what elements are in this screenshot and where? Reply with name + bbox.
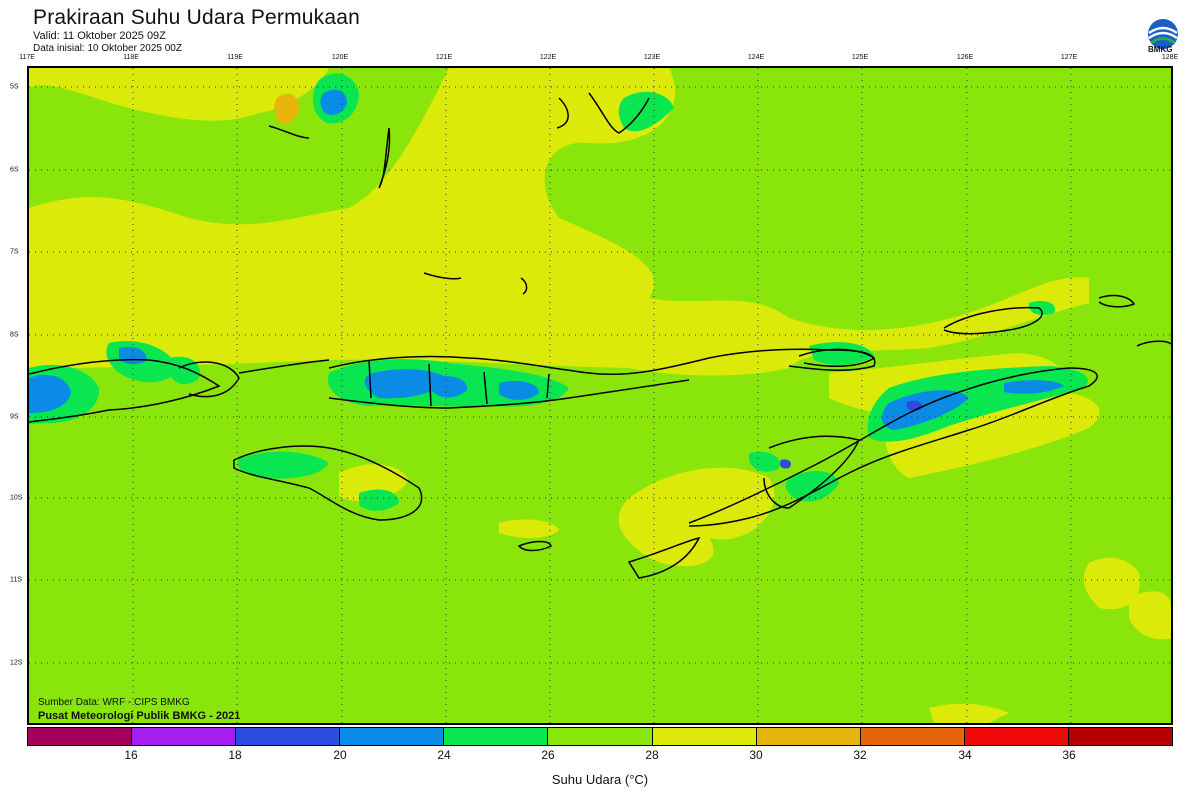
lat-label: 6S [10, 166, 19, 174]
colorbar-tick-label: 26 [541, 748, 555, 762]
lon-label: 121E [435, 54, 453, 61]
colorbar-segment [964, 728, 1069, 745]
data-source-credit: Sumber Data: WRF - CIPS BMKG [38, 697, 190, 708]
lon-label: 124E [747, 54, 765, 61]
valid-time: Valid: 11 Oktober 2025 09Z [33, 30, 166, 42]
lon-label: 119E [227, 54, 243, 61]
colorbar-segment [652, 728, 757, 745]
lat-label: 11S [10, 576, 22, 584]
colorbar-segment [236, 728, 341, 745]
lat-label: 7S [10, 248, 19, 256]
colorbar-tick-label: 32 [853, 748, 867, 762]
temperature-map[interactable] [27, 66, 1173, 725]
colorbar-tick-label: 18 [228, 748, 242, 762]
init-time: Data inisial: 10 Oktober 2025 00Z [33, 43, 182, 54]
lon-label: 125E [851, 54, 869, 61]
lon-label: 117E [19, 54, 35, 61]
lat-label: 5S [10, 83, 19, 91]
lat-label: 10S [10, 494, 23, 502]
colorbar-segment [548, 728, 653, 745]
lon-label: 122E [539, 54, 557, 61]
coastlines [29, 92, 1171, 579]
producer-credit: Pusat Meteorologi Publik BMKG - 2021 [38, 710, 241, 722]
colorbar-segment [756, 728, 861, 745]
lat-label: 9S [10, 413, 19, 421]
colorbar-tick-label: 24 [437, 748, 451, 762]
temperature-colorbar [27, 727, 1173, 746]
lat-label: 12S [10, 659, 23, 667]
colorbar-title: Suhu Udara (°C) [551, 772, 649, 787]
colorbar-tick-label: 36 [1062, 748, 1076, 762]
temp-30-32-zones [274, 93, 299, 125]
graticule [29, 68, 1171, 723]
lon-label: 127E [1060, 54, 1078, 61]
lat-label: 8S [10, 331, 19, 339]
colorbar-tick-label: 20 [333, 748, 347, 762]
lon-label: 120E [331, 54, 349, 61]
colorbar-segment [132, 728, 237, 745]
bmkg-logo-icon [1148, 19, 1178, 49]
colorbar-segment [444, 728, 549, 745]
colorbar-segment [1068, 728, 1173, 745]
lon-label: 118E [123, 54, 139, 61]
colorbar-tick-label: 30 [749, 748, 763, 762]
map-title: Prakiraan Suhu Udara Permukaan [33, 6, 361, 29]
lon-label: 128E [1161, 54, 1179, 61]
colorbar-tick-label: 28 [645, 748, 659, 762]
colorbar-tick-label: 16 [124, 748, 138, 762]
map-canvas [29, 68, 1171, 723]
lon-label: 123E [643, 54, 661, 61]
temp-20-24-zones [29, 89, 1064, 430]
colorbar-segment [860, 728, 965, 745]
colorbar-tick-label: 34 [958, 748, 972, 762]
logo-label: BMKG [1148, 45, 1173, 54]
colorbar-segment [28, 728, 133, 745]
lon-label: 126E [956, 54, 974, 61]
colorbar-segment [340, 728, 445, 745]
